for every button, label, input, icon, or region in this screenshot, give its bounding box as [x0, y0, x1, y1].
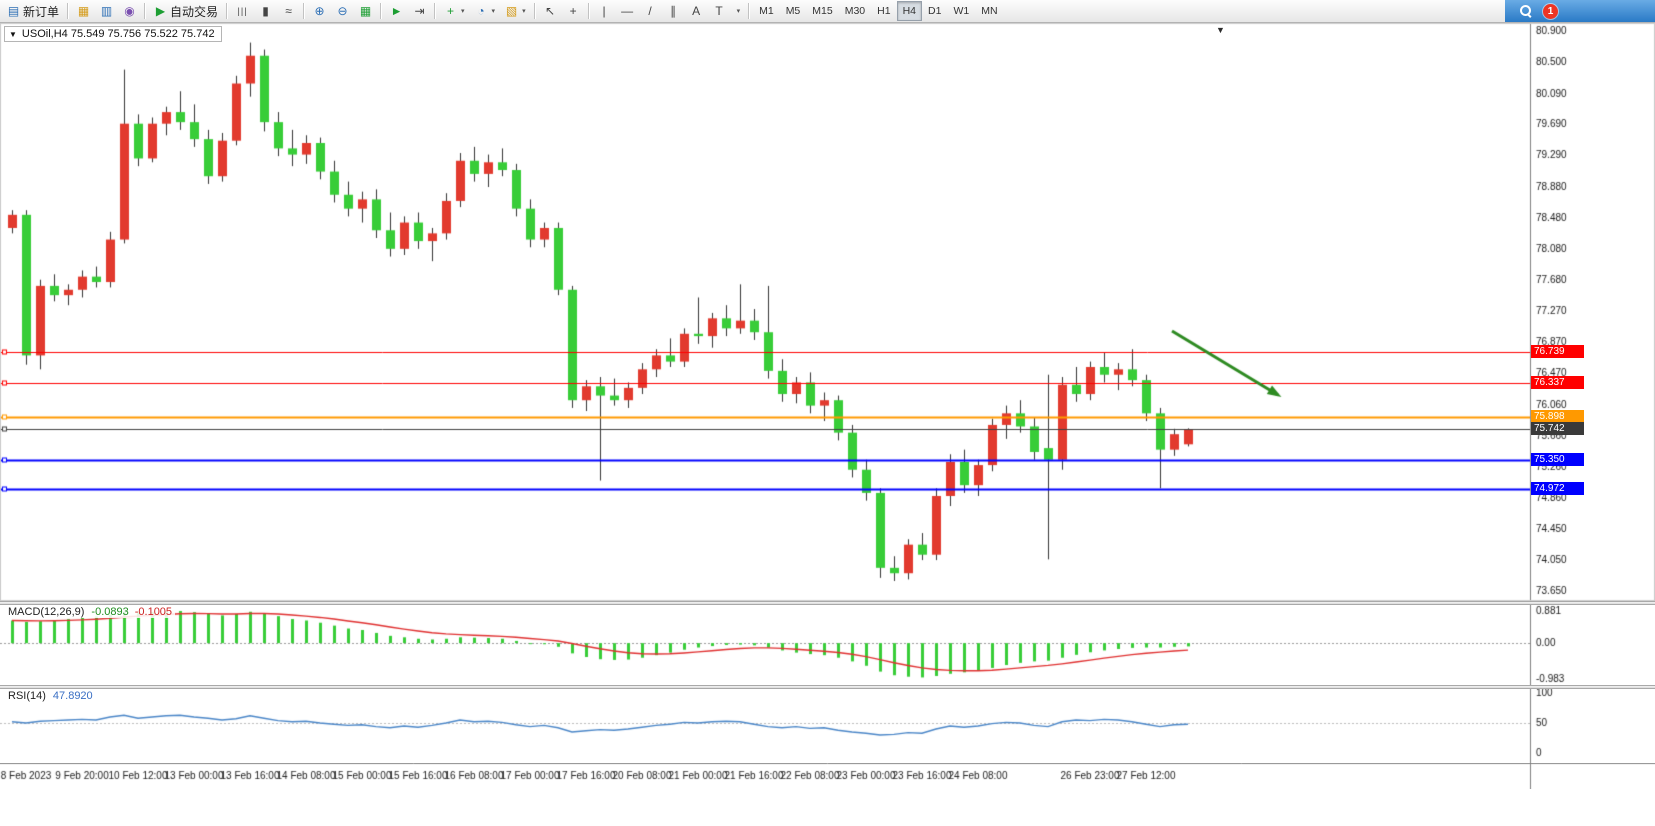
chevron-down-icon: ▾	[491, 8, 496, 15]
toolbar-separator	[226, 3, 229, 19]
auto-scroll-button[interactable]: ►	[385, 1, 408, 21]
channel-icon: ∥	[670, 3, 677, 18]
chart-shift-button[interactable]: ⇥	[408, 1, 431, 21]
trendline-button[interactable]: /	[639, 1, 662, 21]
profiles-icon: ◔	[477, 3, 485, 18]
chevron-down-icon: ▾	[461, 8, 465, 15]
macd-label: MACD(12,26,9)	[8, 606, 85, 618]
timeframe-h1-button[interactable]: H1	[871, 1, 896, 21]
vertical-line-button[interactable]: |	[593, 1, 616, 21]
horizontal-line-icon: —	[621, 3, 634, 18]
crosshair-icon: +	[569, 3, 577, 18]
timeframe-m5-button[interactable]: M5	[780, 1, 807, 21]
new-chart-icon: +	[447, 3, 455, 18]
timeframe-m1-button[interactable]: M1	[753, 1, 780, 21]
chevron-down-icon: ▾	[736, 8, 741, 15]
zoom-out-icon: ⊖	[337, 3, 348, 18]
search-icon[interactable]	[1519, 4, 1533, 18]
cursor-icon: ↖	[545, 3, 556, 18]
rsi-panel-canvas[interactable]	[0, 689, 1655, 763]
text-label-button[interactable]: T	[708, 1, 731, 21]
notification-badge[interactable]: 1	[1543, 3, 1558, 19]
toolbar-separator	[144, 3, 147, 19]
macd-indicator-header[interactable]: MACD(12,26,9) -0.0893 -0.1005	[5, 606, 176, 618]
zoom-in-icon: ⊕	[314, 3, 325, 18]
auto-scroll-icon: ►	[390, 3, 403, 18]
toolbar: ▤ 新订单 ▦ ▥ ◉ ▶ 自动交易 ||| ▮ ≈ ⊕ ⊖ ▦ ► ⇥ + ▾ …	[0, 0, 1655, 23]
timeframe-m30-button[interactable]: M30	[839, 1, 871, 21]
market-watch-button[interactable]: ▦	[72, 1, 95, 21]
channel-button[interactable]: ∥	[662, 1, 685, 21]
toolbar-separator	[748, 3, 751, 19]
navigator-icon: ◉	[124, 3, 135, 18]
templates-icon: ▧	[505, 3, 518, 18]
rsi-label: RSI(14)	[8, 690, 46, 702]
timeframe-group: M1 M5 M15 M30 H1 H4 D1 W1 MN	[753, 1, 1003, 21]
toolbar-separator	[434, 3, 437, 19]
panel-splitter[interactable]	[0, 685, 1655, 689]
shapes-dropdown-button[interactable]: ▾	[731, 1, 746, 21]
chevron-down-icon: ▾	[522, 8, 526, 15]
toolbar-separator	[380, 3, 383, 19]
candle-chart-icon: ▮	[262, 3, 269, 18]
crosshair-button[interactable]: +	[562, 1, 585, 21]
collapse-icon[interactable]: ▼	[9, 29, 17, 39]
vertical-line-icon: |	[602, 3, 606, 18]
horizontal-line-button[interactable]: —	[616, 1, 639, 21]
trendline-icon: /	[648, 3, 652, 18]
data-window-icon: ▥	[100, 3, 113, 18]
chart-ohlc-header: ▼ USOil,H4 75.549 75.756 75.522 75.742	[4, 26, 222, 42]
navigator-button[interactable]: ◉	[118, 1, 141, 21]
zoom-out-button[interactable]: ⊖	[331, 1, 354, 21]
new-order-button[interactable]: ▤ 新订单	[2, 1, 64, 21]
rsi-indicator-header[interactable]: RSI(14) 47.8920	[5, 690, 96, 702]
bar-chart-icon: |||	[237, 5, 248, 16]
text-tool-icon: A	[692, 3, 701, 18]
profiles-button[interactable]: ◔ ▾	[470, 1, 501, 21]
toolbar-separator	[67, 3, 70, 19]
symbol-ohlc-text: USOil,H4 75.549 75.756 75.522 75.742	[21, 28, 215, 40]
macd-panel-canvas[interactable]	[0, 605, 1655, 685]
data-window-button[interactable]: ▥	[95, 1, 118, 21]
new-order-icon: ▤	[7, 3, 20, 18]
toolbar-separator	[303, 3, 306, 19]
new-chart-button[interactable]: + ▾	[439, 1, 470, 21]
autotrading-label: 自动交易	[170, 4, 219, 19]
toolbar-right-panel: 1	[1505, 0, 1655, 22]
macd-main-value: -0.0893	[91, 606, 129, 618]
line-chart-icon: ≈	[285, 3, 292, 18]
tile-windows-icon: ▦	[359, 3, 372, 18]
timeframe-w1-button[interactable]: W1	[947, 1, 975, 21]
autotrading-icon: ▶	[155, 3, 166, 18]
new-order-label: 新订单	[23, 4, 60, 19]
line-chart-button[interactable]: ≈	[277, 1, 300, 21]
timeframe-h4-button[interactable]: H4	[896, 1, 923, 21]
timeframe-mn-button[interactable]: MN	[975, 1, 1003, 21]
panel-splitter[interactable]	[0, 601, 1655, 605]
zoom-in-button[interactable]: ⊕	[308, 1, 331, 21]
macd-signal-value: -0.1005	[134, 606, 173, 618]
candle-chart-button[interactable]: ▮	[254, 1, 277, 21]
cursor-button[interactable]: ↖	[539, 1, 562, 21]
timeframe-m15-button[interactable]: M15	[806, 1, 838, 21]
toolbar-separator	[587, 3, 590, 19]
text-label-icon: T	[715, 3, 723, 18]
toolbar-separator	[533, 3, 536, 19]
price-chart-canvas[interactable]	[0, 23, 1655, 601]
rsi-value: 47.8920	[52, 690, 93, 702]
text-tool-button[interactable]: A	[685, 1, 708, 21]
templates-button[interactable]: ▧ ▾	[500, 1, 531, 21]
timeframe-d1-button[interactable]: D1	[922, 1, 947, 21]
chart-shift-marker[interactable]: ▼	[1216, 25, 1225, 35]
chart-window: ▼ USOil,H4 75.549 75.756 75.522 75.742 ▼…	[0, 23, 1655, 826]
autotrading-button[interactable]: ▶ 自动交易	[149, 1, 223, 21]
tile-windows-button[interactable]: ▦	[354, 1, 377, 21]
time-axis-canvas[interactable]	[0, 763, 1655, 789]
bar-chart-button[interactable]: |||	[231, 1, 254, 21]
market-watch-icon: ▦	[77, 3, 90, 18]
chart-shift-icon: ⇥	[414, 3, 425, 18]
